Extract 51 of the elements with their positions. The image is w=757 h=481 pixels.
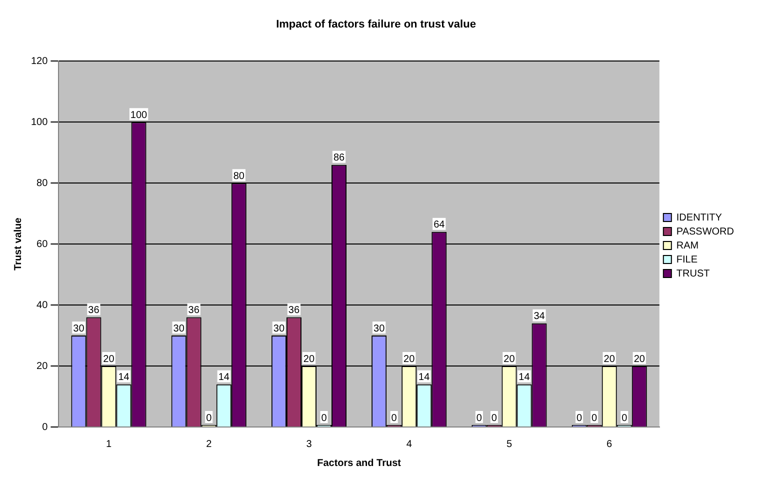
data-label: 14 bbox=[118, 372, 130, 384]
y-tick-label: 80 bbox=[36, 178, 48, 189]
data-label: 20 bbox=[604, 354, 616, 365]
data-label: 14 bbox=[218, 372, 230, 384]
data-label: 20 bbox=[103, 354, 115, 365]
data-label: 0 bbox=[622, 412, 628, 424]
data-label: 30 bbox=[273, 323, 285, 334]
data-label: 20 bbox=[404, 354, 416, 365]
y-tick-label: 60 bbox=[36, 238, 48, 250]
data-label: 14 bbox=[518, 372, 530, 384]
data-label: 34 bbox=[534, 311, 546, 322]
x-tick-label: 4 bbox=[406, 438, 412, 450]
data-label: 30 bbox=[374, 323, 386, 334]
y-tick-label: 120 bbox=[30, 56, 48, 67]
data-label: 0 bbox=[576, 412, 583, 424]
data-label: 0 bbox=[491, 412, 498, 424]
x-tick-label: 6 bbox=[606, 438, 613, 450]
y-tick-label: 0 bbox=[42, 422, 48, 433]
data-label: 36 bbox=[88, 305, 100, 316]
x-tick-label: 2 bbox=[206, 438, 212, 450]
y-axis-title: Trust value bbox=[12, 217, 24, 271]
data-label: 64 bbox=[434, 220, 446, 231]
data-label: 20 bbox=[504, 354, 516, 365]
legend-label: PASSWORD bbox=[676, 226, 734, 238]
data-label: 80 bbox=[233, 170, 245, 182]
legend-label: IDENTITY bbox=[676, 212, 722, 224]
data-label: 14 bbox=[418, 372, 430, 384]
x-axis-title: Factors and Trust bbox=[317, 458, 402, 469]
x-tick-label: 1 bbox=[106, 438, 112, 450]
data-label: 30 bbox=[73, 323, 85, 334]
x-tick-label: 5 bbox=[506, 438, 512, 450]
data-label: 0 bbox=[391, 412, 398, 424]
data-label: 36 bbox=[288, 305, 300, 316]
data-label: 0 bbox=[592, 412, 598, 424]
legend-label: FILE bbox=[676, 254, 698, 266]
y-tick-label: 20 bbox=[36, 360, 48, 372]
y-tick-label: 40 bbox=[36, 300, 48, 311]
data-label: 0 bbox=[321, 412, 328, 424]
legend-label: RAM bbox=[676, 240, 699, 252]
data-label: 100 bbox=[130, 110, 148, 121]
y-tick-label: 100 bbox=[30, 116, 48, 128]
data-label: 36 bbox=[188, 305, 200, 316]
data-label: 20 bbox=[303, 354, 315, 365]
data-label: 0 bbox=[476, 412, 482, 424]
x-tick-label: 3 bbox=[306, 438, 312, 450]
data-label: 86 bbox=[333, 152, 346, 164]
data-label: 0 bbox=[206, 412, 212, 424]
chart-title: Impact of factors failure on trust value bbox=[276, 18, 476, 31]
legend-label: TRUST bbox=[676, 268, 710, 280]
data-label: 30 bbox=[173, 323, 185, 334]
data-label: 20 bbox=[634, 354, 646, 365]
